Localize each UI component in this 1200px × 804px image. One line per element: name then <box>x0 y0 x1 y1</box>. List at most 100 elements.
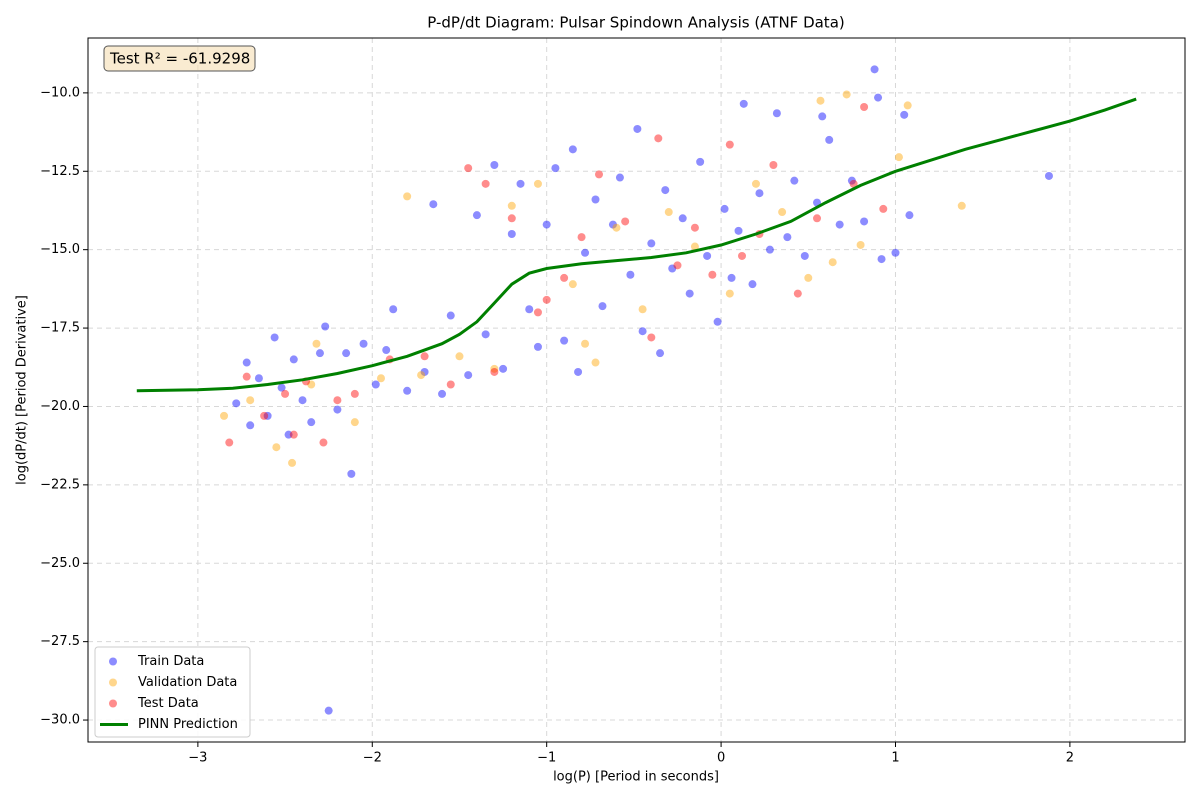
prediction-line <box>136 97 1137 393</box>
scatter-point <box>581 339 590 348</box>
grid: −3 −2 −1 0 1 2 −30.0 −27.5 −25.0 −22.5 −20.0 −17.5 −… <box>40 38 1185 766</box>
scatter-point <box>542 295 551 304</box>
scatter-point <box>371 380 380 389</box>
scatter-point <box>664 208 673 217</box>
scatter-point <box>350 418 359 427</box>
scatter-point <box>507 201 516 210</box>
scatter-point <box>350 389 359 398</box>
scatter-point <box>598 302 607 311</box>
scatter-point <box>464 371 473 380</box>
scatter-point <box>748 280 757 289</box>
y-tick-label: −27.5 <box>40 634 80 649</box>
scatter-point <box>263 411 272 420</box>
scatter-point <box>324 706 333 715</box>
x-tick-label: 2 <box>1066 751 1074 766</box>
scatter-point <box>342 349 351 358</box>
scatter-point <box>1044 171 1053 180</box>
scatter-point <box>720 204 729 213</box>
y-tick-label: −25.0 <box>40 556 80 571</box>
scatter-point <box>289 355 298 364</box>
scatter-point <box>793 289 802 298</box>
scatter-point <box>678 214 687 223</box>
scatter-point <box>957 201 966 210</box>
scatter-point <box>533 342 542 351</box>
scatter-point <box>347 469 356 478</box>
scatter-point <box>333 396 342 405</box>
scatter-point <box>696 157 705 166</box>
scatter-point <box>860 217 869 226</box>
scatter-point <box>591 195 600 204</box>
scatter-point <box>647 333 656 342</box>
scatter-point <box>333 405 342 414</box>
y-tick-label: −17.5 <box>40 321 80 336</box>
scatter-point <box>765 245 774 254</box>
scatter-point <box>879 204 888 213</box>
scatter-point <box>533 308 542 317</box>
y-tick-label: −10.0 <box>40 85 80 100</box>
scatter-point <box>647 239 656 248</box>
scatter-point <box>860 102 869 111</box>
scatter-point <box>446 311 455 320</box>
legend-label: Validation Data <box>138 675 237 690</box>
scatter-point <box>312 339 321 348</box>
scatter-point <box>499 364 508 373</box>
scatter-point <box>891 248 900 257</box>
scatter-point <box>429 200 438 209</box>
legend-label: Test Data <box>137 696 199 711</box>
scatter-point <box>464 164 473 173</box>
scatter-point <box>874 93 883 102</box>
scatter-point <box>804 273 813 282</box>
plot-frame <box>87 37 1186 743</box>
scatter-point <box>307 380 316 389</box>
scatter-point <box>783 233 792 242</box>
scatter-point <box>481 179 490 188</box>
scatter-point <box>382 346 391 355</box>
scatter-point <box>713 317 722 326</box>
scatter-point <box>507 214 516 223</box>
scatter-point <box>420 367 429 376</box>
scatter-point <box>615 173 624 182</box>
scatter-point <box>835 220 844 229</box>
scatter-point <box>525 305 534 314</box>
scatter-point <box>703 251 712 260</box>
x-tick-label: 0 <box>717 751 725 766</box>
scatter-point <box>246 421 255 430</box>
scatter-point <box>755 189 764 198</box>
scatter-point <box>751 179 760 188</box>
scatter-point <box>828 258 837 267</box>
scatter-point <box>225 438 234 447</box>
scatter-point <box>516 179 525 188</box>
scatter-point <box>690 242 699 251</box>
scatter-point <box>568 280 577 289</box>
scatter-point <box>727 273 736 282</box>
scatter-point <box>551 164 560 173</box>
scatter-point <box>905 211 914 220</box>
legend: Train Data Validation Data Test Data PINN P… <box>94 646 251 738</box>
scatter-point <box>242 372 251 381</box>
scatter-point <box>272 443 281 452</box>
scatter-point <box>417 371 426 380</box>
scatter-point <box>270 333 279 342</box>
scatter-point <box>420 352 429 361</box>
scatter-point <box>260 411 269 420</box>
scatter-point <box>455 352 464 361</box>
scatter-point <box>289 430 298 439</box>
scatter-point <box>560 336 569 345</box>
scatter-point <box>359 339 368 348</box>
scatter-point <box>633 124 642 133</box>
y-tick-label: −30.0 <box>40 713 80 728</box>
scatter-point <box>246 396 255 405</box>
scatter-point <box>903 101 912 110</box>
scatter-point <box>438 389 447 398</box>
scatter-point <box>608 220 617 229</box>
scatter-point <box>298 396 307 405</box>
legend-label: Train Data <box>137 654 204 669</box>
scatter-point <box>472 211 481 220</box>
scatter-point <box>900 110 909 119</box>
scatter-point <box>591 358 600 367</box>
scatter-point <box>738 251 747 260</box>
scatter-point <box>849 179 858 188</box>
scatter-point <box>673 261 682 270</box>
scatter-point <box>778 208 787 217</box>
annotation: Test R² = -61.9298 <box>109 50 250 68</box>
